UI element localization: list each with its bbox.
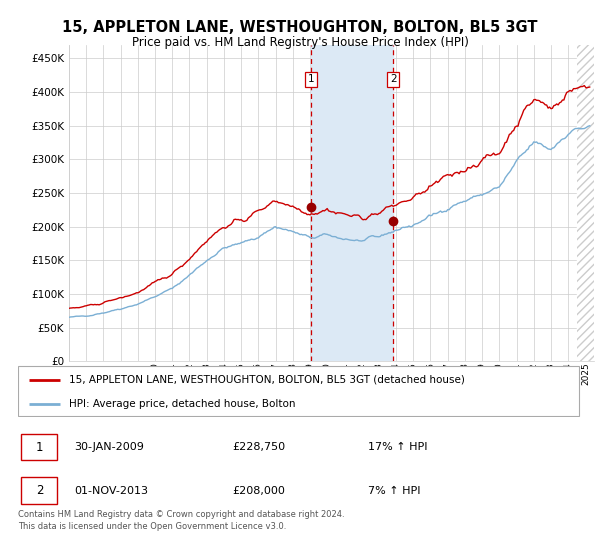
FancyBboxPatch shape [21, 478, 58, 503]
Text: 30-JAN-2009: 30-JAN-2009 [74, 442, 144, 452]
FancyBboxPatch shape [21, 434, 58, 460]
Text: 15, APPLETON LANE, WESTHOUGHTON, BOLTON, BL5 3GT: 15, APPLETON LANE, WESTHOUGHTON, BOLTON,… [62, 20, 538, 35]
Text: 7% ↑ HPI: 7% ↑ HPI [368, 486, 420, 496]
Text: £208,000: £208,000 [232, 486, 285, 496]
Text: £228,750: £228,750 [232, 442, 286, 452]
FancyBboxPatch shape [18, 366, 579, 416]
Text: 17% ↑ HPI: 17% ↑ HPI [368, 442, 427, 452]
Text: Contains HM Land Registry data © Crown copyright and database right 2024.
This d: Contains HM Land Registry data © Crown c… [18, 510, 344, 531]
Text: 1: 1 [35, 441, 43, 454]
Text: 2: 2 [35, 484, 43, 497]
Text: 15, APPLETON LANE, WESTHOUGHTON, BOLTON, BL5 3GT (detached house): 15, APPLETON LANE, WESTHOUGHTON, BOLTON,… [69, 375, 464, 385]
Text: 2: 2 [390, 74, 397, 85]
Bar [311, 45, 393, 361]
Bar [577, 45, 594, 361]
Bar [577, 45, 594, 361]
Text: Price paid vs. HM Land Registry's House Price Index (HPI): Price paid vs. HM Land Registry's House … [131, 36, 469, 49]
Text: 1: 1 [308, 74, 314, 85]
Text: 01-NOV-2013: 01-NOV-2013 [74, 486, 148, 496]
Text: HPI: Average price, detached house, Bolton: HPI: Average price, detached house, Bolt… [69, 399, 295, 409]
